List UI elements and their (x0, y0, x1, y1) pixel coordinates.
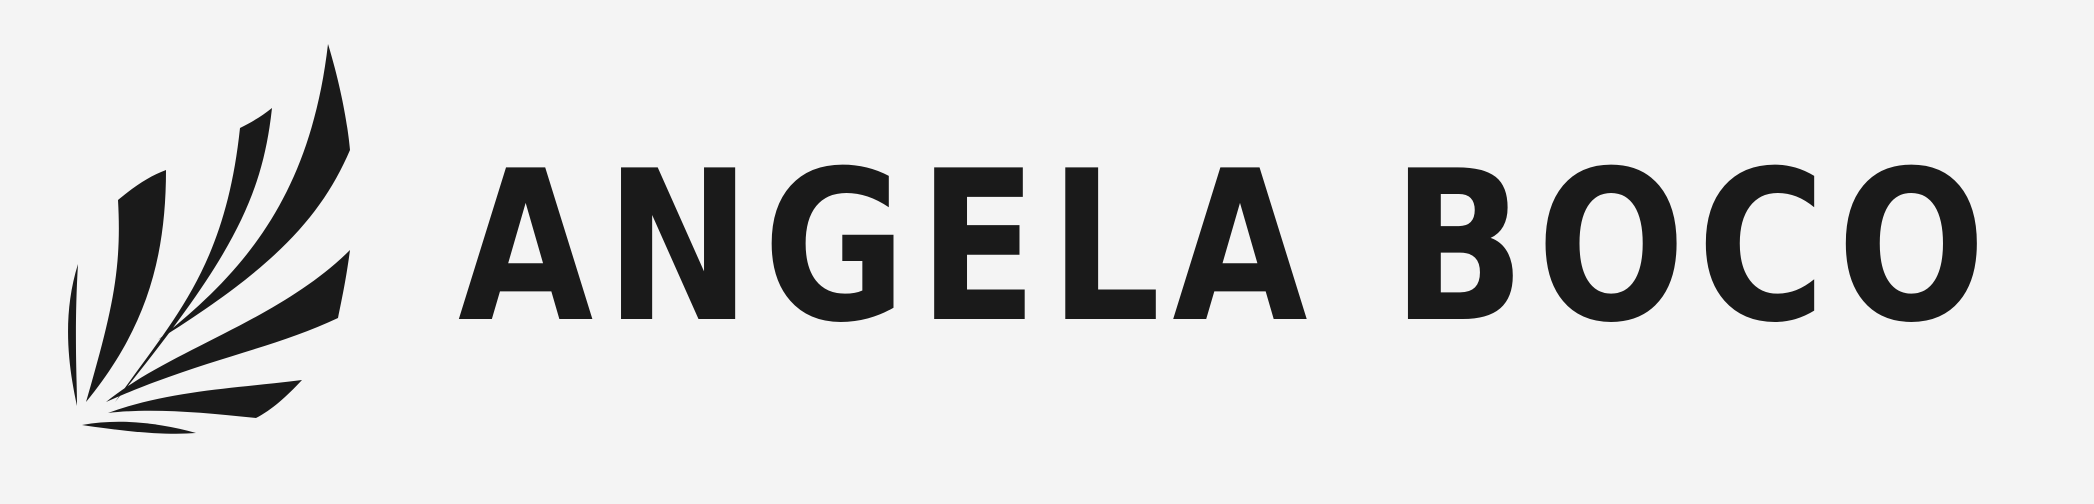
wordmark: ANGELA BOCO (458, 144, 2094, 352)
wing-feather (82, 421, 196, 434)
wing-feather (106, 250, 350, 402)
wing-feather (68, 264, 78, 406)
wing-feather (115, 108, 272, 402)
brand-name: ANGELA BOCO (458, 127, 1998, 369)
wing-feather (158, 44, 350, 340)
wing-feather (108, 380, 302, 418)
wing-icon (68, 44, 350, 434)
wing-feather (86, 170, 166, 402)
